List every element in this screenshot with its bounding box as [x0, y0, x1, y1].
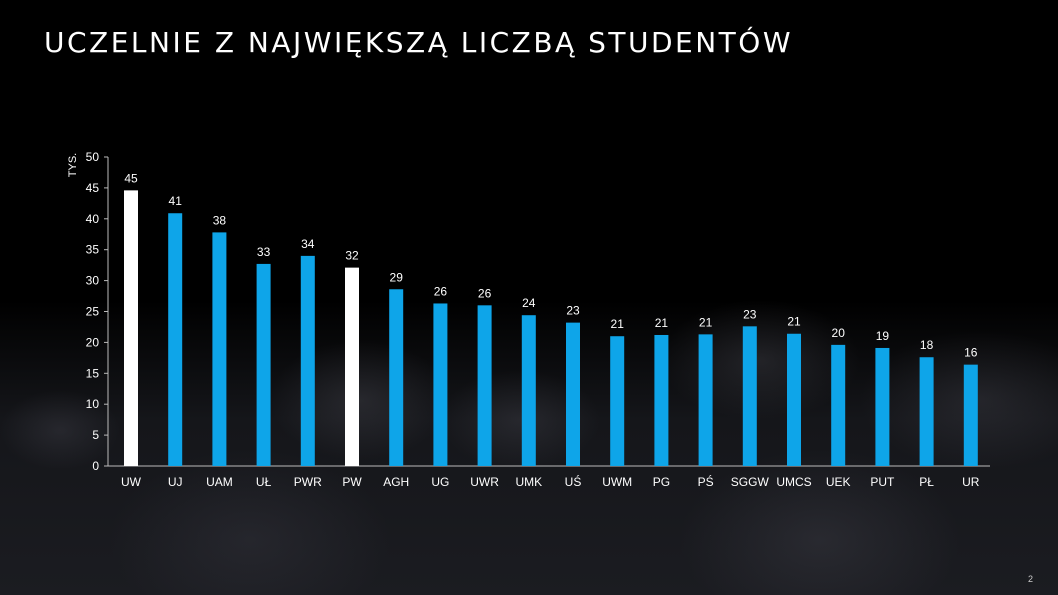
bar-pw	[345, 267, 359, 466]
y-tick-label: 15	[86, 366, 100, 380]
category-label: PŁ	[919, 475, 934, 489]
y-tick-label: 50	[86, 150, 100, 164]
data-label: 21	[611, 317, 625, 331]
category-label: UWR	[470, 475, 499, 489]
y-tick-label: 10	[86, 397, 100, 411]
y-tick-label: 5	[92, 428, 99, 442]
bar-put	[875, 347, 890, 466]
bar-uw	[124, 190, 138, 466]
y-axis-title: TYS.	[67, 153, 79, 177]
data-label: 33	[257, 245, 271, 259]
category-label: PG	[653, 475, 670, 489]
bar-sggw	[742, 326, 757, 466]
data-label: 21	[699, 315, 713, 329]
y-tick-label: 0	[92, 459, 99, 473]
data-label: 32	[345, 249, 359, 263]
data-label: 21	[787, 315, 801, 329]
data-label: 18	[920, 338, 934, 352]
y-tick-label: 45	[86, 181, 100, 195]
page-number: 2	[1028, 574, 1034, 584]
bar-uwm	[610, 336, 625, 466]
bar-pg	[654, 334, 669, 466]
bar-ur	[963, 364, 978, 466]
bar-pł	[919, 357, 934, 466]
data-label: 34	[301, 237, 315, 251]
data-labels: 45 41 38 33 34 32 29 26 26 24 23 21 21 21 23 21 20 19 18 16	[124, 171, 977, 359]
bars	[124, 190, 978, 466]
data-label: 16	[964, 346, 978, 360]
bar-uek	[831, 344, 846, 466]
bar-pś	[698, 334, 713, 466]
data-label: 20	[832, 326, 846, 340]
category-label: PWR	[294, 475, 322, 489]
category-label: AGH	[383, 475, 409, 489]
data-label: 26	[478, 286, 492, 300]
bar-agh	[389, 289, 404, 466]
category-label: UJ	[168, 475, 183, 489]
y-tick-label: 40	[86, 212, 100, 226]
category-label: UŚ	[565, 474, 582, 489]
bar-umk	[521, 315, 536, 466]
bar-pwr	[300, 255, 315, 466]
category-label: PŚ	[698, 474, 714, 489]
bar-uwr	[477, 305, 492, 466]
category-labels: UW UJ UAM UŁ PWR PW AGH UG UWR UMK UŚ UWM PG PŚ SGGW UM…	[121, 474, 980, 489]
data-label: 19	[876, 329, 890, 343]
bar-uj	[168, 213, 183, 466]
data-label: 23	[566, 304, 580, 318]
y-tick-label: 20	[86, 335, 100, 349]
data-label: 38	[213, 213, 227, 227]
slide-title: UCZELNIE Z NAJWIĘKSZĄ LICZBĄ STUDENTÓW	[44, 26, 794, 59]
category-label: UWM	[602, 475, 632, 489]
y-tick-label: 25	[86, 305, 100, 319]
bar-uam	[212, 232, 227, 466]
category-label: PW	[342, 475, 362, 489]
category-label: UEK	[826, 475, 851, 489]
bar-umcs	[787, 333, 801, 466]
category-label: UR	[962, 475, 980, 489]
data-label: 45	[124, 171, 138, 185]
y-tick-label: 35	[86, 243, 100, 257]
category-label: UŁ	[256, 475, 272, 489]
category-label: UG	[431, 475, 449, 489]
bar-uł	[256, 263, 271, 466]
data-label: 29	[390, 270, 404, 284]
data-label: 23	[743, 307, 757, 321]
category-label: UAM	[206, 475, 233, 489]
bar-ug	[433, 303, 448, 466]
data-label: 21	[655, 316, 669, 330]
data-label: 41	[169, 194, 183, 208]
bar-uś	[566, 322, 580, 466]
category-label: UMCS	[776, 475, 811, 489]
data-label: 26	[434, 284, 448, 298]
data-label: 24	[522, 296, 536, 310]
category-label: UMK	[515, 475, 542, 489]
y-tick-label: 30	[86, 274, 100, 288]
category-label: PUT	[870, 475, 895, 489]
category-label: SGGW	[731, 475, 770, 489]
category-label: UW	[121, 475, 142, 489]
